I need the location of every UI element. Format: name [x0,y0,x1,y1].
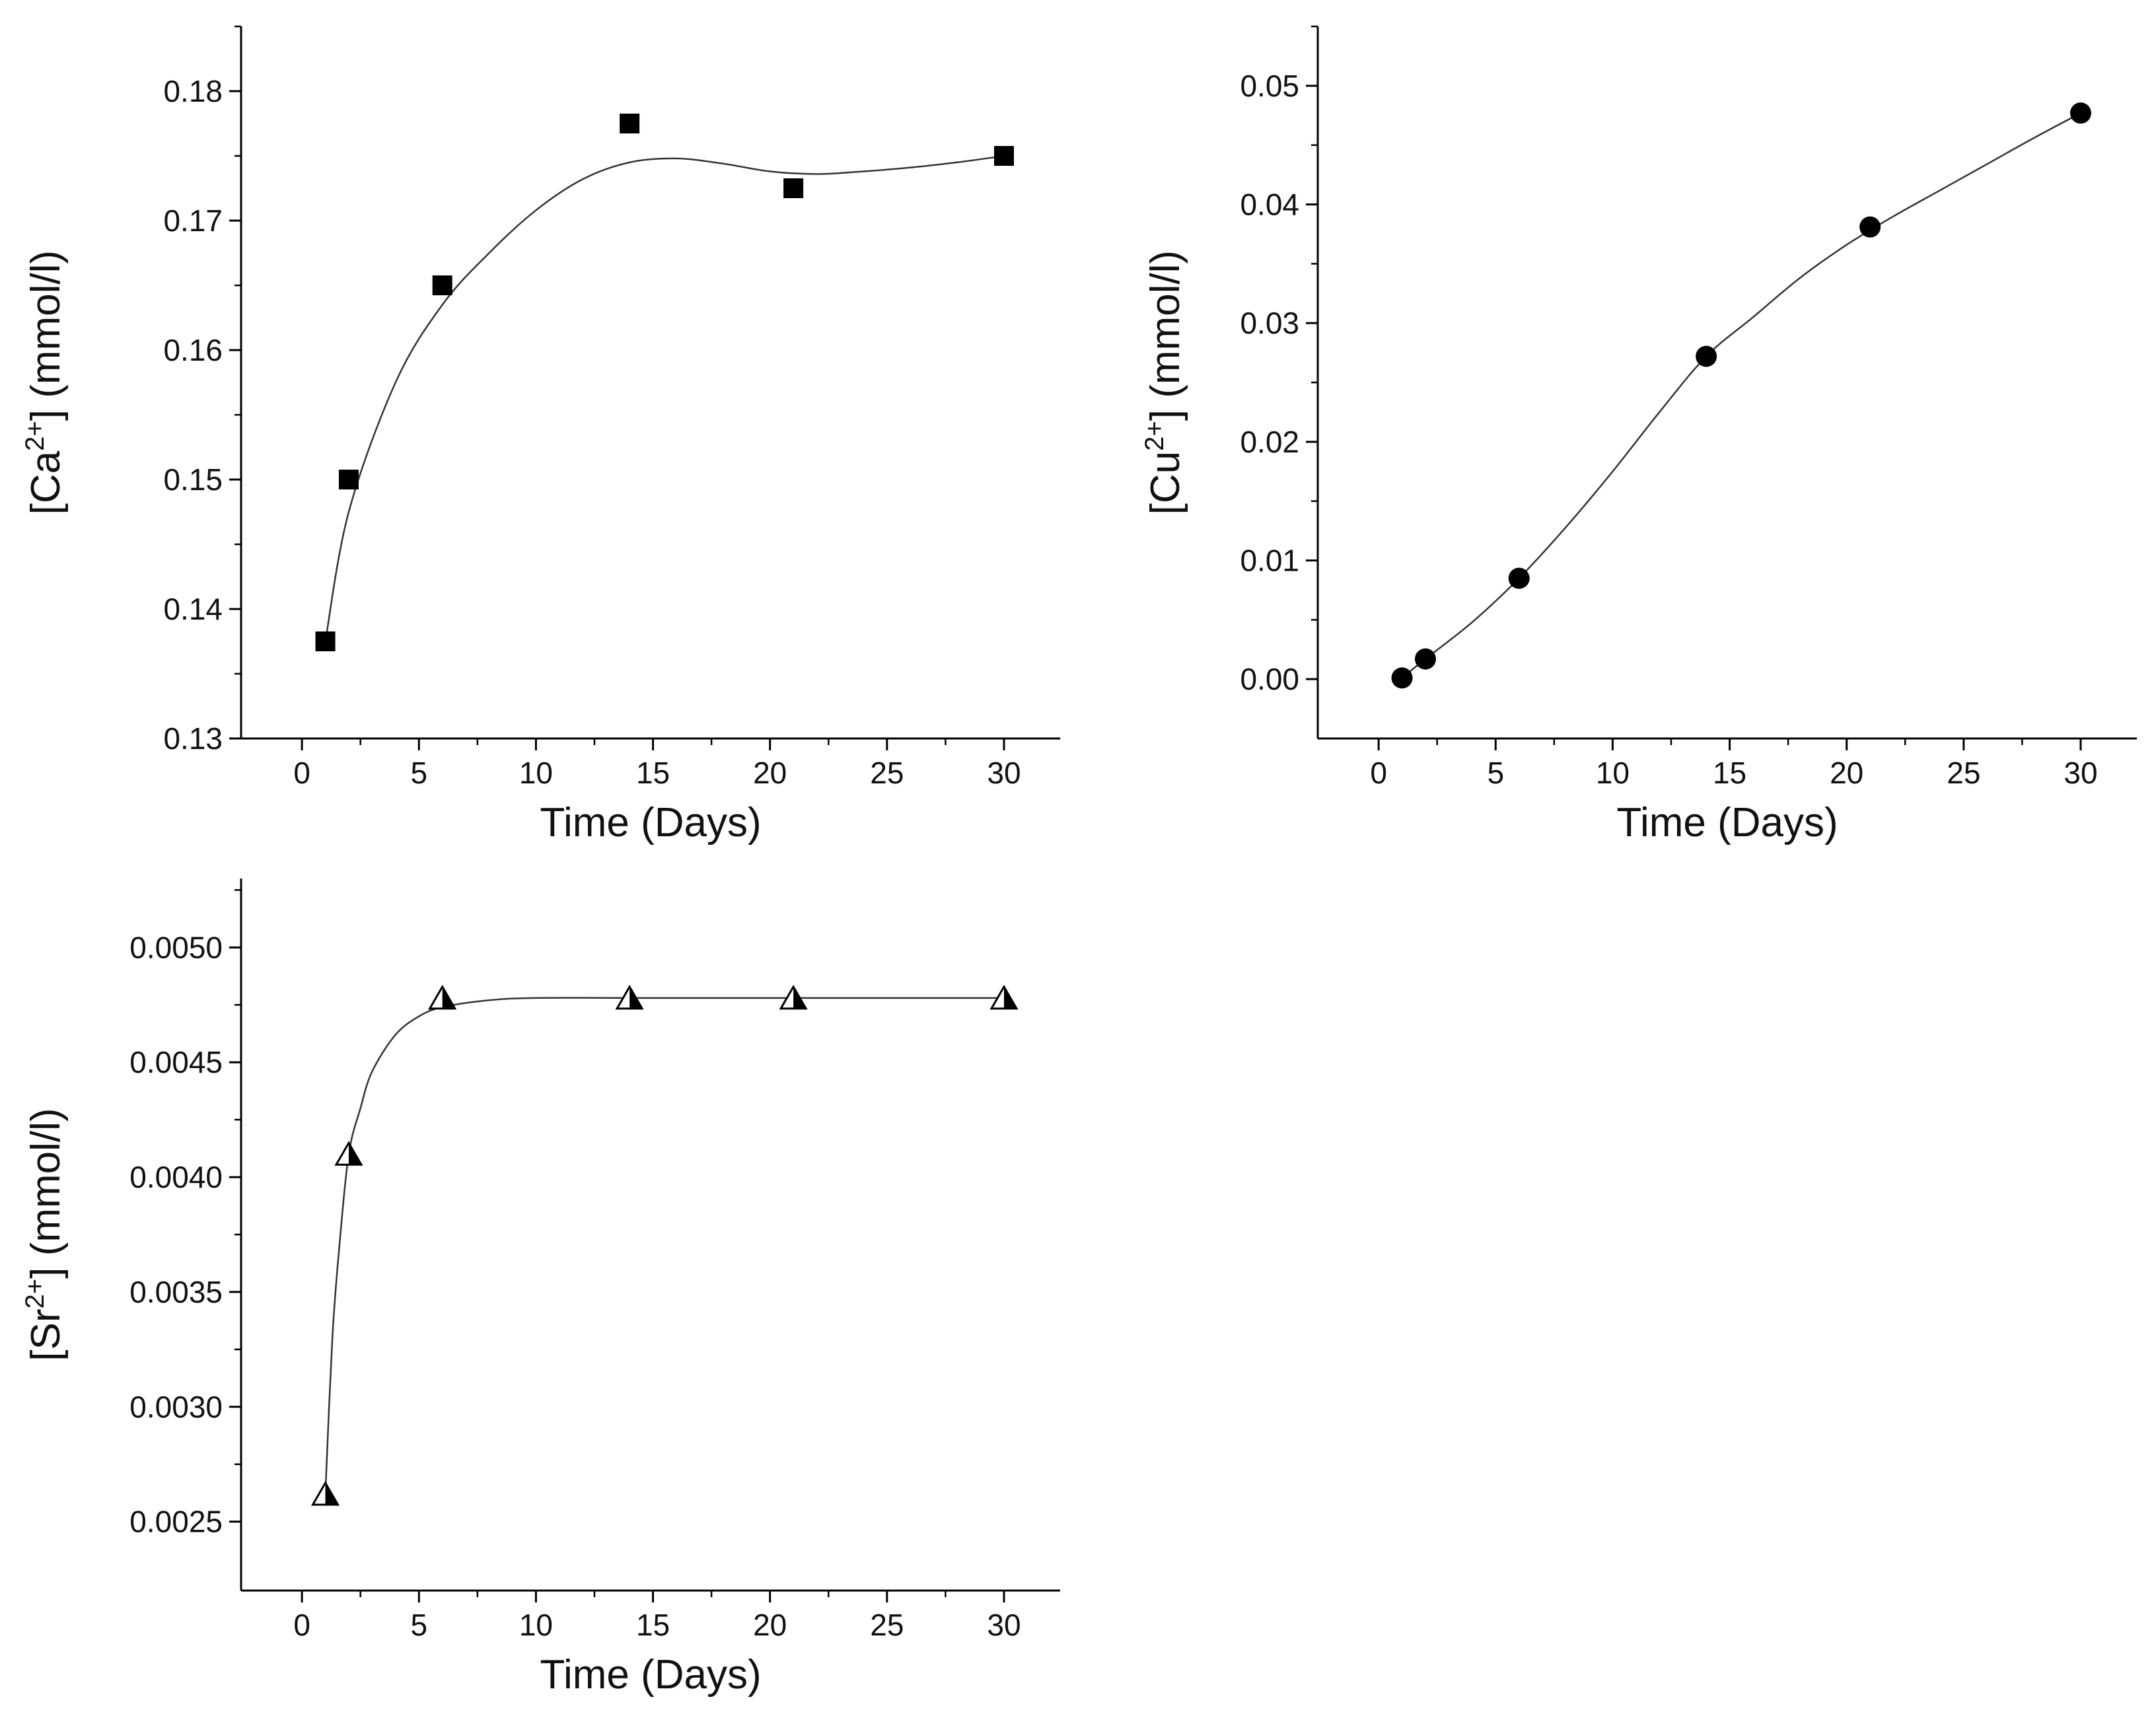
y-tick-label: 0.02 [1240,425,1299,459]
x-tick-label: 20 [753,756,787,790]
x-tick-label: 15 [636,756,670,790]
y-tick-label: 0.0040 [129,1160,223,1194]
x-axis-title: Time (Days) [540,1652,761,1698]
x-tick-label: 20 [753,1608,787,1642]
y-tick-label: 0.0030 [129,1390,223,1424]
x-tick-label: 0 [1370,756,1387,790]
x-tick-label: 10 [519,756,553,790]
y-tick-label: 0.0050 [129,930,223,964]
data-point-half-triangle [334,1141,363,1166]
data-point-half-triangle [615,984,644,1010]
panel-cu-chart: 0 5 10 15 20 25 30 0.00 0.01 0.02 0.03 0.04 0.05 Time… [1140,25,2137,845]
x-tick-label: 30 [2064,756,2097,790]
data-point-half-triangle [310,1480,340,1506]
data-point-square [993,146,1014,166]
y-tick-label: 0.0025 [129,1505,223,1539]
y-axis-title-superscript: 2+ [1140,421,1169,451]
x-tick-label: 30 [987,756,1021,790]
y-axis-title-prefix: [Ca [23,450,69,515]
x-tick-label: 0 [293,1608,310,1642]
x-tick-label: 20 [1830,756,1863,790]
y-tick-label: 0.00 [1240,662,1299,696]
x-tick-label: 25 [870,1608,904,1642]
data-point-circle [1414,648,1436,670]
y-axis-title-suffix: ] (mmol/l) [23,1108,69,1278]
panel-sr-chart: 0 5 10 15 20 25 30 0.0025 0.0030 0.0035 0.0040 0.00… [20,879,1060,1698]
y-axis-title: [Ca2+] (mmol/l) [20,250,69,515]
data-point-square [620,114,640,133]
y-axis-title-suffix: ] (mmol/l) [1143,250,1188,421]
x-axis-title: Time (Days) [1616,800,1838,845]
data-point-half-triangle [779,984,808,1010]
y-axis-title-superscript: 2+ [20,421,50,451]
y-tick-label: 0.15 [163,462,223,497]
y-axis-title-suffix: ] (mmol/l) [23,250,69,421]
x-tick-label: 10 [1596,756,1630,790]
y-axis-title-superscript: 2+ [20,1279,50,1309]
data-point-half-triangle [989,984,1019,1010]
data-point-circle [1508,567,1530,589]
data-point-square [432,275,452,295]
x-tick-label: 25 [870,756,904,790]
y-tick-label: 0.17 [163,203,223,238]
fit-curve [1401,112,2081,679]
y-axis-title-prefix: [Sr [23,1309,69,1361]
y-tick-label: 0.16 [163,333,223,367]
data-point-half-triangle [428,984,457,1010]
x-tick-label: 0 [293,756,310,790]
y-tick-label: 0.18 [163,74,223,108]
y-tick-label: 0.01 [1240,544,1299,578]
y-axis-title-prefix: [Cu [1143,451,1188,515]
x-tick-label: 15 [636,1608,670,1642]
x-tick-label: 10 [519,1608,553,1642]
x-tick-label: 5 [410,1608,427,1642]
y-tick-label: 0.03 [1240,306,1299,340]
y-tick-label: 0.14 [163,592,223,626]
data-point-square [315,631,336,651]
y-tick-label: 0.04 [1240,188,1299,222]
data-point-circle [2069,102,2091,124]
x-tick-label: 15 [1713,756,1746,790]
y-tick-label: 0.0045 [129,1045,223,1079]
x-tick-label: 25 [1947,756,1980,790]
panel-ca-chart: 0 5 10 15 20 25 30 0.13 0.14 0.15 0.16 0.17 0.18 Time… [20,25,1060,845]
x-tick-label: 30 [987,1608,1021,1642]
data-point-circle [1696,345,1717,367]
fit-curve [324,997,1004,1495]
x-axis-title: Time (Days) [540,800,761,845]
y-tick-label: 0.0035 [129,1275,223,1309]
x-tick-label: 5 [1487,756,1504,790]
data-point-circle [1391,667,1413,689]
fit-curve [324,155,1005,642]
y-tick-label: 0.05 [1240,69,1299,103]
y-tick-label: 0.13 [163,721,223,756]
data-point-square [338,470,359,489]
data-point-circle [1859,216,1881,238]
y-axis-title: [Sr2+] (mmol/l) [20,1108,69,1361]
x-tick-label: 5 [410,756,427,790]
y-axis-title: [Cu2+] (mmol/l) [1140,250,1188,515]
data-point-square [783,178,804,198]
